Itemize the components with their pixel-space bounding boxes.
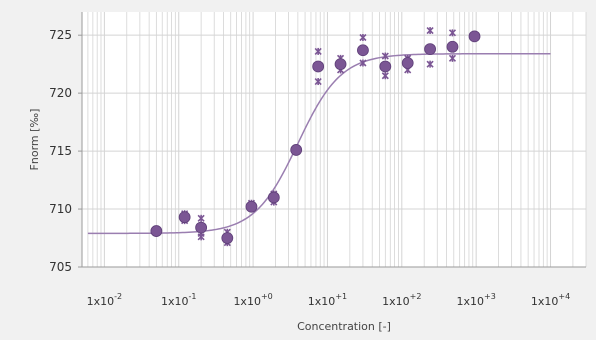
axes — [78, 12, 586, 268]
data-point — [468, 30, 481, 43]
replicate-marker — [381, 72, 389, 80]
y-tick-labels: 705 710 715 720 725 — [49, 28, 72, 274]
x-tick-label: 1x10-1 — [161, 292, 197, 308]
data-point — [334, 58, 347, 71]
x-tick-label: 1x10+0 — [233, 292, 272, 308]
data-point — [379, 60, 392, 73]
replicate-marker — [381, 52, 389, 60]
data-point — [424, 43, 436, 55]
replicate-marker — [426, 26, 434, 35]
x-axis-label: Concentration [-] — [297, 320, 391, 333]
data-point — [221, 232, 234, 244]
data-point — [150, 225, 163, 237]
data-point — [267, 191, 280, 204]
replicate-marker — [359, 59, 367, 67]
replicate-marker — [448, 54, 457, 62]
data-points — [150, 30, 481, 244]
data-point — [178, 211, 191, 224]
data-point — [401, 57, 414, 69]
y-tick-label: 705 — [49, 260, 72, 274]
y-tick-label: 725 — [49, 28, 72, 42]
grid-lines — [81, 12, 587, 268]
x-tick-label: 1x10+3 — [457, 292, 496, 308]
x-tick-label: 1x10+2 — [382, 292, 421, 308]
data-point — [357, 44, 369, 57]
replicate-marker — [197, 214, 205, 222]
replicate-marker — [359, 33, 367, 42]
replicate-marker — [314, 77, 322, 86]
plot-area — [82, 12, 586, 267]
y-tick-label: 710 — [49, 202, 72, 216]
data-point — [195, 221, 208, 234]
replicate-marker — [426, 60, 434, 68]
x-tick-labels: 1x10-2 1x10-1 1x10+0 1x10+1 1x10+2 1x10+3 1x10… — [87, 292, 571, 308]
y-axis-label: Fnorm [‰] — [28, 109, 41, 171]
fit-curve — [87, 52, 551, 235]
replicate-marker — [314, 47, 322, 55]
y-tick-label: 720 — [49, 86, 72, 100]
data-point — [290, 144, 303, 156]
data-point — [312, 60, 325, 73]
data-point — [245, 200, 258, 213]
x-tick-label: 1x10+4 — [531, 292, 570, 308]
data-point — [446, 40, 459, 53]
x-tick-label: 1x10+1 — [308, 292, 347, 308]
y-tick-label: 715 — [49, 144, 72, 158]
replicate-marker — [448, 29, 457, 37]
x-tick-label: 1x10-2 — [87, 292, 122, 308]
fit-curve-group — [87, 52, 551, 235]
